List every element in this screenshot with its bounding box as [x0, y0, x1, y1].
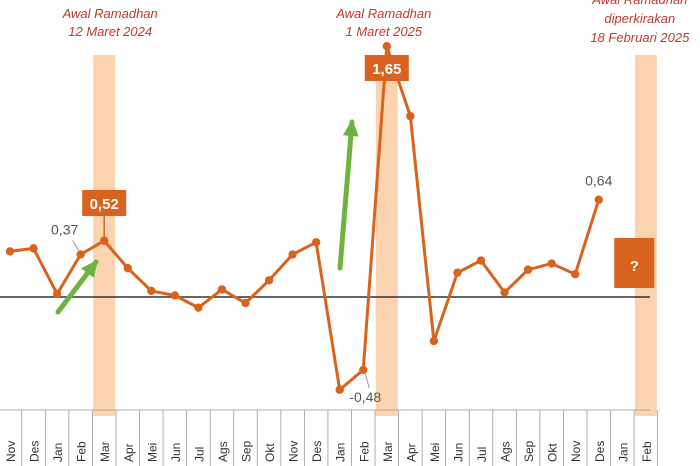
value-box-label: 0,52: [90, 196, 119, 213]
value-box-label: 1,65: [372, 61, 401, 78]
question-box-label: ?: [630, 258, 639, 275]
ramadhan-annotation-3-line-2: diperkirakan: [604, 11, 675, 26]
x-tick-label: Nov: [569, 441, 583, 462]
x-tick-label: Apr: [122, 443, 136, 462]
x-tick-label: Sep: [240, 440, 254, 462]
value-box: [82, 190, 127, 216]
question-box: [614, 238, 655, 288]
data-point: [241, 298, 250, 308]
data-point: [453, 268, 462, 277]
ramadhan-band-3: [634, 55, 657, 416]
data-point: [194, 303, 203, 312]
x-tick-label: Mei: [428, 443, 442, 462]
data-point: [311, 238, 321, 247]
x-tick-label: Okt: [546, 443, 560, 462]
x-tick-label: Okt: [263, 443, 277, 462]
data-point: [123, 263, 132, 273]
data-point: [547, 259, 556, 268]
data-point: [76, 250, 85, 259]
data-point: [170, 291, 180, 300]
x-tick-label: Ags: [216, 441, 230, 462]
green-arrow-2-head: [342, 119, 359, 137]
ramadhan-annotation-3-line-3: 18 Februari 2025: [590, 30, 690, 45]
x-tick-label: Mar: [98, 441, 112, 462]
data-point: [288, 250, 297, 259]
ramadhan-annotation-1-line-1: Awal Ramadhan: [62, 6, 158, 21]
series-line: [9, 44, 601, 392]
value-label-connector: [364, 373, 370, 389]
data-point: [476, 256, 486, 265]
data-point: [359, 365, 368, 375]
x-tick-label: Des: [593, 441, 607, 462]
value-label: -0,48: [349, 389, 381, 405]
x-tick-label: Jun: [169, 443, 183, 462]
data-point: [335, 385, 344, 394]
x-tick-label: Sep: [522, 440, 536, 462]
ramadhan-annotation-2-line-1: Awal Ramadhan: [335, 6, 431, 21]
value-label: 0,64: [585, 173, 612, 189]
data-point: [264, 276, 274, 285]
x-tick-label: Jul: [475, 447, 489, 462]
ramadhan-annotation-1-line-2: 12 Maret 2024: [68, 24, 152, 39]
x-tick-label: Des: [310, 441, 324, 462]
x-tick-label: Jan: [616, 443, 630, 462]
data-point: [523, 265, 533, 274]
ramadhan-band-2: [375, 55, 398, 416]
data-point: [571, 270, 580, 279]
x-tick-label: Jan: [51, 443, 65, 462]
x-tick-label: Nov: [287, 441, 301, 462]
x-tick-label: Mei: [145, 443, 159, 462]
x-tick-label: Apr: [404, 443, 418, 462]
data-point: [52, 289, 62, 299]
data-point: [217, 285, 227, 294]
value-box: [364, 55, 409, 81]
x-tick-label: Feb: [357, 441, 371, 462]
x-tick-label: Jun: [451, 443, 465, 462]
x-tick-label: Mar: [381, 441, 395, 462]
x-tick-label: Jul: [192, 447, 206, 462]
data-point: [406, 111, 415, 121]
data-point: [500, 288, 509, 297]
x-tick-label: Feb: [640, 441, 654, 462]
data-point: [5, 247, 15, 256]
ramadhan-annotation-2-line-2: 1 Maret 2025: [345, 24, 422, 39]
ramadhan-annotation-3-line-1: Awal Ramadhan: [591, 0, 687, 7]
x-tick-label: Jan: [334, 443, 348, 462]
x-tick-label: Des: [28, 441, 42, 462]
x-tick-label: Ags: [499, 441, 513, 462]
data-point: [100, 236, 109, 245]
green-arrow-2-shaft: [337, 119, 355, 271]
x-tick-label: Nov: [4, 441, 18, 462]
value-label: 0,37: [51, 221, 78, 237]
data-point: [29, 244, 38, 253]
x-tick-label: Feb: [75, 441, 89, 462]
data-point: [147, 286, 156, 296]
value-label-connector: [72, 240, 80, 251]
green-arrow-1-head: [81, 259, 98, 278]
data-point: [594, 195, 603, 204]
data-point: [429, 336, 439, 346]
